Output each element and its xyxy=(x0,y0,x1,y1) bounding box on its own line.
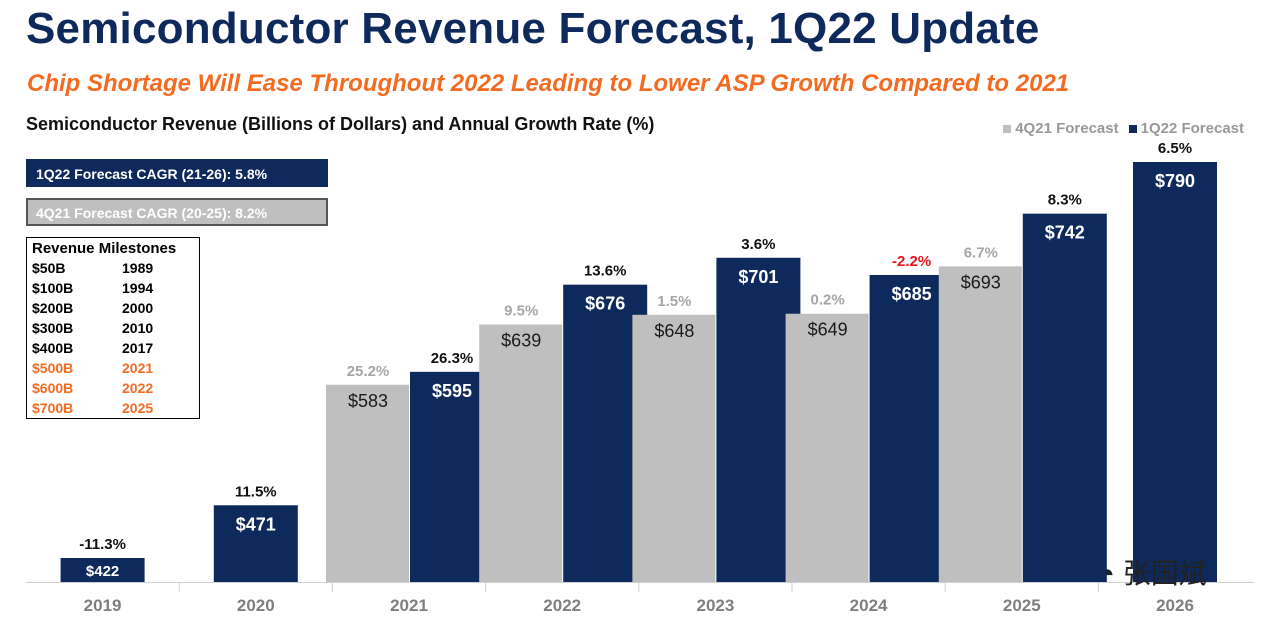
milestone-year: 2000 xyxy=(122,300,154,316)
x-tick-label: 2020 xyxy=(237,596,275,615)
chart-label: Semiconductor Revenue (Billions of Dolla… xyxy=(26,114,655,134)
growth-label-1q22: 6.5% xyxy=(1158,140,1192,157)
milestones-title: Revenue Milestones xyxy=(32,240,177,257)
milestone-row: $700B 2025 xyxy=(32,398,199,418)
milestone-row: $400B 2017 xyxy=(32,338,199,358)
watermark: ◔ 张国斌 xyxy=(1098,552,1207,592)
bar-4q21-forecast xyxy=(785,313,869,582)
data-label-4q21: $648 xyxy=(654,321,694,341)
milestone-year: 2022 xyxy=(122,380,154,396)
milestone-amount: $100B xyxy=(32,280,74,296)
x-tick-label: 2024 xyxy=(850,596,888,615)
wechat-icon: ◔ xyxy=(1098,558,1115,589)
milestone-amount: $200B xyxy=(32,300,74,316)
x-tick-label: 2021 xyxy=(390,596,428,615)
milestone-year: 2010 xyxy=(122,320,154,336)
chart-legend: 4Q21 Forecast 1Q22 Forecast xyxy=(1003,120,1244,137)
revenue-milestones-box: Revenue Milestones $50B 1989 $100B 1994 $200… xyxy=(26,237,200,419)
milestone-year: 2021 xyxy=(122,360,154,376)
legend-label-new: 1Q22 Forecast xyxy=(1140,120,1244,137)
data-label-1q22: $701 xyxy=(738,267,778,287)
milestones-list: $50B 1989 $100B 1994 $200B 2000 $300B 2010 $400B… xyxy=(32,258,199,418)
milestone-amount: $500B xyxy=(32,360,74,376)
page-title: Semiconductor Revenue Forecast, 1Q22 Upd… xyxy=(26,4,1040,53)
data-label-1q22: $595 xyxy=(432,381,472,401)
data-label-1q22: $790 xyxy=(1155,171,1195,191)
growth-label-1q22: 3.6% xyxy=(741,236,775,253)
bar-1q22-forecast xyxy=(60,558,145,582)
milestone-amount: $300B xyxy=(32,320,74,336)
data-label-1q22: $685 xyxy=(892,284,932,304)
milestone-row: $50B 1989 xyxy=(32,258,199,278)
x-tick-label: 2026 xyxy=(1156,596,1194,615)
bar-1q22-forecast xyxy=(1133,162,1217,582)
bar-4q21-forecast xyxy=(479,324,563,582)
data-label-4q21: $583 xyxy=(348,391,388,411)
x-tick-label: 2022 xyxy=(543,596,581,615)
growth-label-4q21: 9.5% xyxy=(504,302,538,319)
growth-label-4q21: 25.2% xyxy=(347,363,390,380)
data-label-1q22: $742 xyxy=(1045,223,1085,243)
data-label-1q22: $422 xyxy=(86,563,119,580)
milestone-row: $200B 2000 xyxy=(32,298,199,318)
milestone-amount: $700B xyxy=(32,400,74,416)
milestone-amount: $600B xyxy=(32,380,74,396)
bar-1q22-forecast xyxy=(1022,213,1107,583)
bar-4q21-forecast xyxy=(326,384,409,582)
growth-label-1q22: 26.3% xyxy=(431,350,474,367)
milestone-row: $600B 2022 xyxy=(32,378,199,398)
growth-label-1q22: 11.5% xyxy=(235,483,277,500)
milestone-year: 1989 xyxy=(122,260,154,276)
bar-4q21-forecast xyxy=(938,266,1022,582)
legend-swatch-old xyxy=(1003,124,1012,133)
legend-label-old: 4Q21 Forecast xyxy=(1015,120,1119,137)
milestone-amount: $50B xyxy=(32,260,66,276)
growth-label-1q22: -2.2% xyxy=(892,253,931,270)
growth-label-4q21: 6.7% xyxy=(964,244,998,261)
page-subtitle: Chip Shortage Will Ease Throughout 2022 … xyxy=(27,70,1070,97)
legend-swatch-new xyxy=(1128,124,1137,133)
milestone-year: 1994 xyxy=(122,280,154,296)
growth-label-1q22: 8.3% xyxy=(1048,192,1082,209)
data-label-4q21: $649 xyxy=(808,320,848,340)
milestone-year: 2025 xyxy=(122,400,154,416)
legend-item-new: 1Q22 Forecast xyxy=(1128,120,1244,137)
watermark-text: 张国斌 xyxy=(1122,558,1207,589)
bar-4q21-forecast xyxy=(632,314,716,582)
growth-label-1q22: -11.3% xyxy=(79,536,126,553)
growth-label-4q21: 0.2% xyxy=(810,292,844,309)
cagr-box-old: 4Q21 Forecast CAGR (20-25): 8.2% xyxy=(26,198,328,226)
data-label-4q21: $639 xyxy=(501,330,541,350)
milestone-amount: $400B xyxy=(32,340,74,356)
cagr-box-new: 1Q22 Forecast CAGR (21-26): 5.8% xyxy=(26,159,328,187)
data-label-1q22: $471 xyxy=(236,514,276,534)
bar-1q22-forecast xyxy=(213,505,298,582)
data-label-1q22: $676 xyxy=(585,294,625,314)
x-tick-label: 2025 xyxy=(1003,596,1041,615)
milestone-row: $300B 2010 xyxy=(32,318,199,338)
milestone-row: $100B 1994 xyxy=(32,278,199,298)
growth-label-1q22: 13.6% xyxy=(584,263,627,280)
x-tick-label: 2023 xyxy=(696,596,734,615)
x-tick-label: 2019 xyxy=(84,596,122,615)
data-label-4q21: $693 xyxy=(961,272,1001,292)
milestone-year: 2017 xyxy=(122,340,154,356)
legend-item-old: 4Q21 Forecast xyxy=(1003,120,1119,137)
milestone-row: $500B 2021 xyxy=(32,358,199,378)
growth-label-4q21: 1.5% xyxy=(657,293,691,310)
